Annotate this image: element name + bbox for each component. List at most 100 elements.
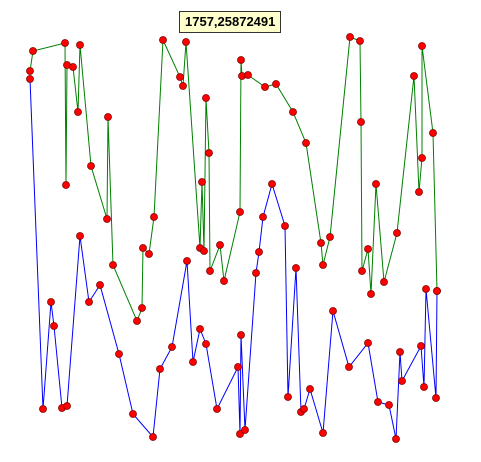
series-1-point-20[interactable]	[179, 82, 187, 90]
series-1-point-37[interactable]	[302, 139, 310, 147]
series-2-point-16[interactable]	[189, 358, 197, 366]
series-1-point-19[interactable]	[176, 73, 184, 81]
series-2-point-27[interactable]	[268, 180, 276, 188]
series-2-point-15[interactable]	[183, 257, 191, 265]
series-2-point-42[interactable]	[398, 377, 406, 385]
series-2-point-47[interactable]	[433, 287, 441, 295]
series-1-point-8[interactable]	[76, 41, 84, 49]
series-1-point-25[interactable]	[202, 94, 210, 102]
series-1-point-30[interactable]	[236, 208, 244, 216]
series-1-point-6[interactable]	[69, 63, 77, 71]
series-1-point-29[interactable]	[220, 277, 228, 285]
series-1-point-43[interactable]	[357, 118, 365, 126]
series-2-point-28[interactable]	[281, 222, 289, 230]
series-2-point-35[interactable]	[329, 307, 337, 315]
series-1-point-35[interactable]	[272, 80, 280, 88]
series-1-point-45[interactable]	[364, 245, 372, 253]
series-1-point-18[interactable]	[159, 36, 167, 44]
series-points[interactable]	[26, 33, 441, 443]
value-tooltip: 1757,25872491	[179, 11, 282, 33]
series-2-point-20[interactable]	[234, 363, 242, 371]
series-1-point-23[interactable]	[198, 178, 206, 186]
series-1-point-39[interactable]	[319, 261, 327, 269]
series-1-point-7[interactable]	[74, 108, 82, 116]
series-2-point-43[interactable]	[417, 342, 425, 350]
series-1-point-52[interactable]	[418, 154, 426, 162]
series-1-point-15[interactable]	[139, 244, 147, 252]
series-1-point-24[interactable]	[200, 247, 208, 255]
series-2-point-4[interactable]	[50, 322, 58, 330]
series-2-point-13[interactable]	[156, 365, 164, 373]
series-2-point-37[interactable]	[364, 339, 372, 347]
series-2-point-44[interactable]	[420, 383, 428, 391]
series-2-point-30[interactable]	[292, 264, 300, 272]
series-2-point-41[interactable]	[396, 348, 404, 356]
series-2-point-25[interactable]	[255, 248, 263, 256]
series-2-point-46[interactable]	[432, 394, 440, 402]
series-2-point-26[interactable]	[259, 213, 267, 221]
series-1-point-47[interactable]	[372, 180, 380, 188]
series-2-point-40[interactable]	[392, 435, 400, 443]
series-1-point-33[interactable]	[244, 71, 252, 79]
series-1-point-1[interactable]	[26, 67, 34, 75]
series-1-point-17[interactable]	[150, 213, 158, 221]
series-2-point-24[interactable]	[252, 269, 260, 277]
series-1-point-50[interactable]	[410, 72, 418, 80]
series-1-point-4[interactable]	[62, 181, 70, 189]
series-2-point-6[interactable]	[63, 402, 71, 410]
series-2-point-36[interactable]	[345, 363, 353, 371]
series-1-point-49[interactable]	[393, 229, 401, 237]
series-2-point-14[interactable]	[168, 343, 176, 351]
series-2-point-11[interactable]	[129, 410, 137, 418]
series-2-point-33[interactable]	[306, 385, 314, 393]
series-2-point-38[interactable]	[374, 398, 382, 406]
series-1-point-51[interactable]	[415, 188, 423, 196]
series-1-point-14[interactable]	[138, 304, 146, 312]
series-2-point-19[interactable]	[213, 405, 221, 413]
series-2-point-32[interactable]	[300, 405, 308, 413]
series-1-point-9[interactable]	[87, 162, 95, 170]
series-1-point-21[interactable]	[182, 38, 190, 46]
series-1-point-40[interactable]	[326, 233, 334, 241]
series-1-point-31[interactable]	[237, 56, 245, 64]
series-1-point-41[interactable]	[346, 33, 354, 41]
series-2-point-23[interactable]	[241, 426, 249, 434]
series-2-point-29[interactable]	[284, 393, 292, 401]
series-1-point-10[interactable]	[103, 215, 111, 223]
series-1-point-34[interactable]	[261, 83, 269, 91]
series-1-point-36[interactable]	[289, 108, 297, 116]
series-2-point-9[interactable]	[96, 281, 104, 289]
series-2-point-22[interactable]	[237, 331, 245, 339]
series-1-point-53[interactable]	[418, 42, 426, 50]
series-2-point-7[interactable]	[76, 232, 84, 240]
series-1-point-3[interactable]	[61, 39, 69, 47]
series-1-point-54[interactable]	[429, 129, 437, 137]
series-2-point-45[interactable]	[422, 285, 430, 293]
series-1-point-2[interactable]	[29, 47, 37, 55]
series-1-point-44[interactable]	[358, 267, 366, 275]
series-1-point-26[interactable]	[205, 149, 213, 157]
series-1-point-48[interactable]	[380, 278, 388, 286]
series-1-point-28[interactable]	[216, 241, 224, 249]
series-1-point-38[interactable]	[317, 239, 325, 247]
series-1-point-46[interactable]	[367, 290, 375, 298]
series-2-point-18[interactable]	[202, 340, 210, 348]
series-1-point-16[interactable]	[145, 250, 153, 258]
series-1-point-27[interactable]	[206, 267, 214, 275]
series-2-point-39[interactable]	[385, 401, 393, 409]
series-2-point-10[interactable]	[115, 350, 123, 358]
series-1-point-11[interactable]	[104, 113, 112, 121]
series-2-point-21[interactable]	[236, 430, 244, 438]
series-2-point-12[interactable]	[149, 433, 157, 441]
series-2-point-3[interactable]	[47, 298, 55, 306]
series-1-point-12[interactable]	[109, 261, 117, 269]
series-2-point-8[interactable]	[85, 298, 93, 306]
series-1-point-13[interactable]	[133, 317, 141, 325]
series-1-point-42[interactable]	[356, 37, 364, 45]
series-2-point-1[interactable]	[26, 75, 34, 83]
series-2-point-2[interactable]	[39, 405, 47, 413]
series-lines	[29, 36, 438, 440]
series-2-point-17[interactable]	[196, 325, 204, 333]
series-2-point-34[interactable]	[319, 429, 327, 437]
